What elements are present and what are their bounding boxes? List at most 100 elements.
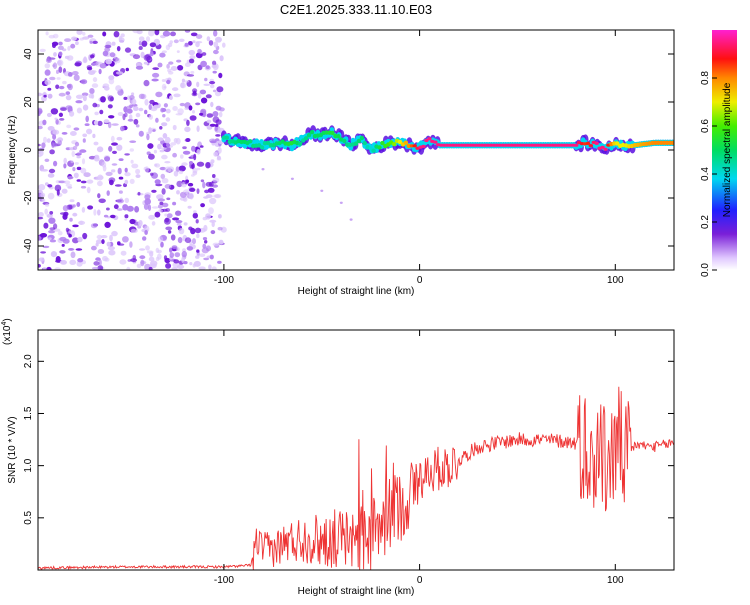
noise-speckle xyxy=(170,234,176,241)
noise-speckle xyxy=(189,55,196,60)
noise-speckle xyxy=(158,209,163,213)
noise-speckle xyxy=(116,136,123,141)
noise-speckle xyxy=(160,107,165,113)
noise-speckle xyxy=(179,82,187,89)
noise-speckle xyxy=(209,81,216,85)
noise-speckle xyxy=(92,102,98,108)
noise-speckle xyxy=(162,30,171,37)
noise-speckle xyxy=(200,108,207,114)
spectrogram-plot-area xyxy=(38,30,674,270)
noise-speckle xyxy=(190,70,195,74)
noise-speckle xyxy=(107,246,115,251)
noise-speckle xyxy=(148,153,155,160)
noise-speckle xyxy=(183,80,190,83)
noise-speckle xyxy=(79,220,83,225)
noise-speckle xyxy=(207,187,215,193)
noise-speckle xyxy=(42,119,47,126)
noise-speckle xyxy=(193,210,197,214)
noise-speckle xyxy=(43,222,49,229)
noise-speckle xyxy=(72,145,78,151)
noise-speckle xyxy=(69,199,75,203)
noise-speckle xyxy=(101,161,107,168)
noise-speckle xyxy=(192,110,195,114)
noise-speckle xyxy=(196,167,201,171)
noise-speckle xyxy=(148,30,155,37)
y-tick-label: 2.0 xyxy=(23,354,34,368)
noise-speckle xyxy=(45,57,52,64)
noise-speckle xyxy=(212,70,217,74)
noise-speckle xyxy=(62,80,67,85)
noise-speckle xyxy=(187,205,192,209)
noise-speckle xyxy=(157,198,165,202)
noise-speckle xyxy=(124,218,128,221)
ridge-peak xyxy=(574,143,579,147)
noise-speckle xyxy=(99,62,107,69)
noise-speckle xyxy=(126,108,133,114)
noise-speckle xyxy=(219,55,224,62)
noise-speckle xyxy=(115,57,121,64)
noise-speckle xyxy=(174,252,181,258)
noise-speckle xyxy=(91,83,99,88)
noise-speckle xyxy=(115,85,122,92)
noise-speckle xyxy=(171,267,178,270)
noise-speckle xyxy=(63,163,67,169)
colorbar-tick-label: 0.2 xyxy=(700,215,711,229)
noise-speckle xyxy=(214,124,219,127)
noise-speckle xyxy=(209,219,217,223)
ridge-peak xyxy=(412,144,417,148)
noise-speckle xyxy=(166,143,171,148)
noise-speckle xyxy=(181,162,188,166)
snr-line xyxy=(38,386,674,570)
noise-speckle xyxy=(173,259,180,264)
noise-speckle xyxy=(47,173,55,178)
noise-speckle xyxy=(215,134,221,137)
noise-speckle xyxy=(81,207,86,213)
noise-speckle xyxy=(116,46,121,52)
noise-speckle xyxy=(154,163,161,168)
noise-speckle xyxy=(82,57,88,64)
noise-speckle xyxy=(208,207,214,215)
noise-speckle xyxy=(119,259,127,265)
noise-speckle xyxy=(185,138,191,142)
noise-speckle xyxy=(132,54,141,60)
noise-speckle xyxy=(155,183,163,187)
noise-speckle xyxy=(96,176,100,181)
noise-speckle xyxy=(73,127,80,131)
noise-speckle xyxy=(88,93,94,99)
noise-speckle xyxy=(54,184,62,192)
noise-speckle xyxy=(81,158,86,165)
noise-speckle xyxy=(149,51,154,57)
noise-speckle xyxy=(49,149,55,155)
ridge-peak xyxy=(397,139,403,145)
noise-speckle xyxy=(141,40,148,47)
noise-speckle xyxy=(43,136,47,144)
noise-speckle xyxy=(170,142,177,146)
noise-speckle xyxy=(104,86,110,91)
noise-speckle xyxy=(38,235,42,241)
noise-speckle xyxy=(77,236,83,243)
ridge-peak xyxy=(224,135,229,140)
noise-speckle xyxy=(165,226,173,231)
noise-speckle xyxy=(122,113,126,121)
ridge-peak xyxy=(433,140,438,144)
noise-speckle xyxy=(197,92,202,99)
noise-speckle xyxy=(47,87,52,91)
noise-speckle xyxy=(104,221,111,228)
noise-speckle xyxy=(184,179,188,185)
noise-speckle xyxy=(120,125,125,132)
noise-speckle xyxy=(83,172,91,178)
ridge-peak xyxy=(377,145,382,150)
noise-speckle xyxy=(98,259,102,266)
noise-speckle xyxy=(148,266,153,270)
noise-speckle xyxy=(148,214,156,220)
snr-panel: -100 0 100 0.5 1.0 1.5 2.0 Height of straight … xyxy=(1,318,675,597)
noise-speckle xyxy=(166,197,171,201)
noise-speckle xyxy=(125,67,129,72)
noise-speckle xyxy=(157,204,163,209)
noise-speckle xyxy=(105,171,113,176)
noise-speckle xyxy=(90,70,97,73)
noise-speckle xyxy=(124,172,131,177)
noise-speckle xyxy=(197,48,202,54)
noise-speckle xyxy=(39,48,46,53)
